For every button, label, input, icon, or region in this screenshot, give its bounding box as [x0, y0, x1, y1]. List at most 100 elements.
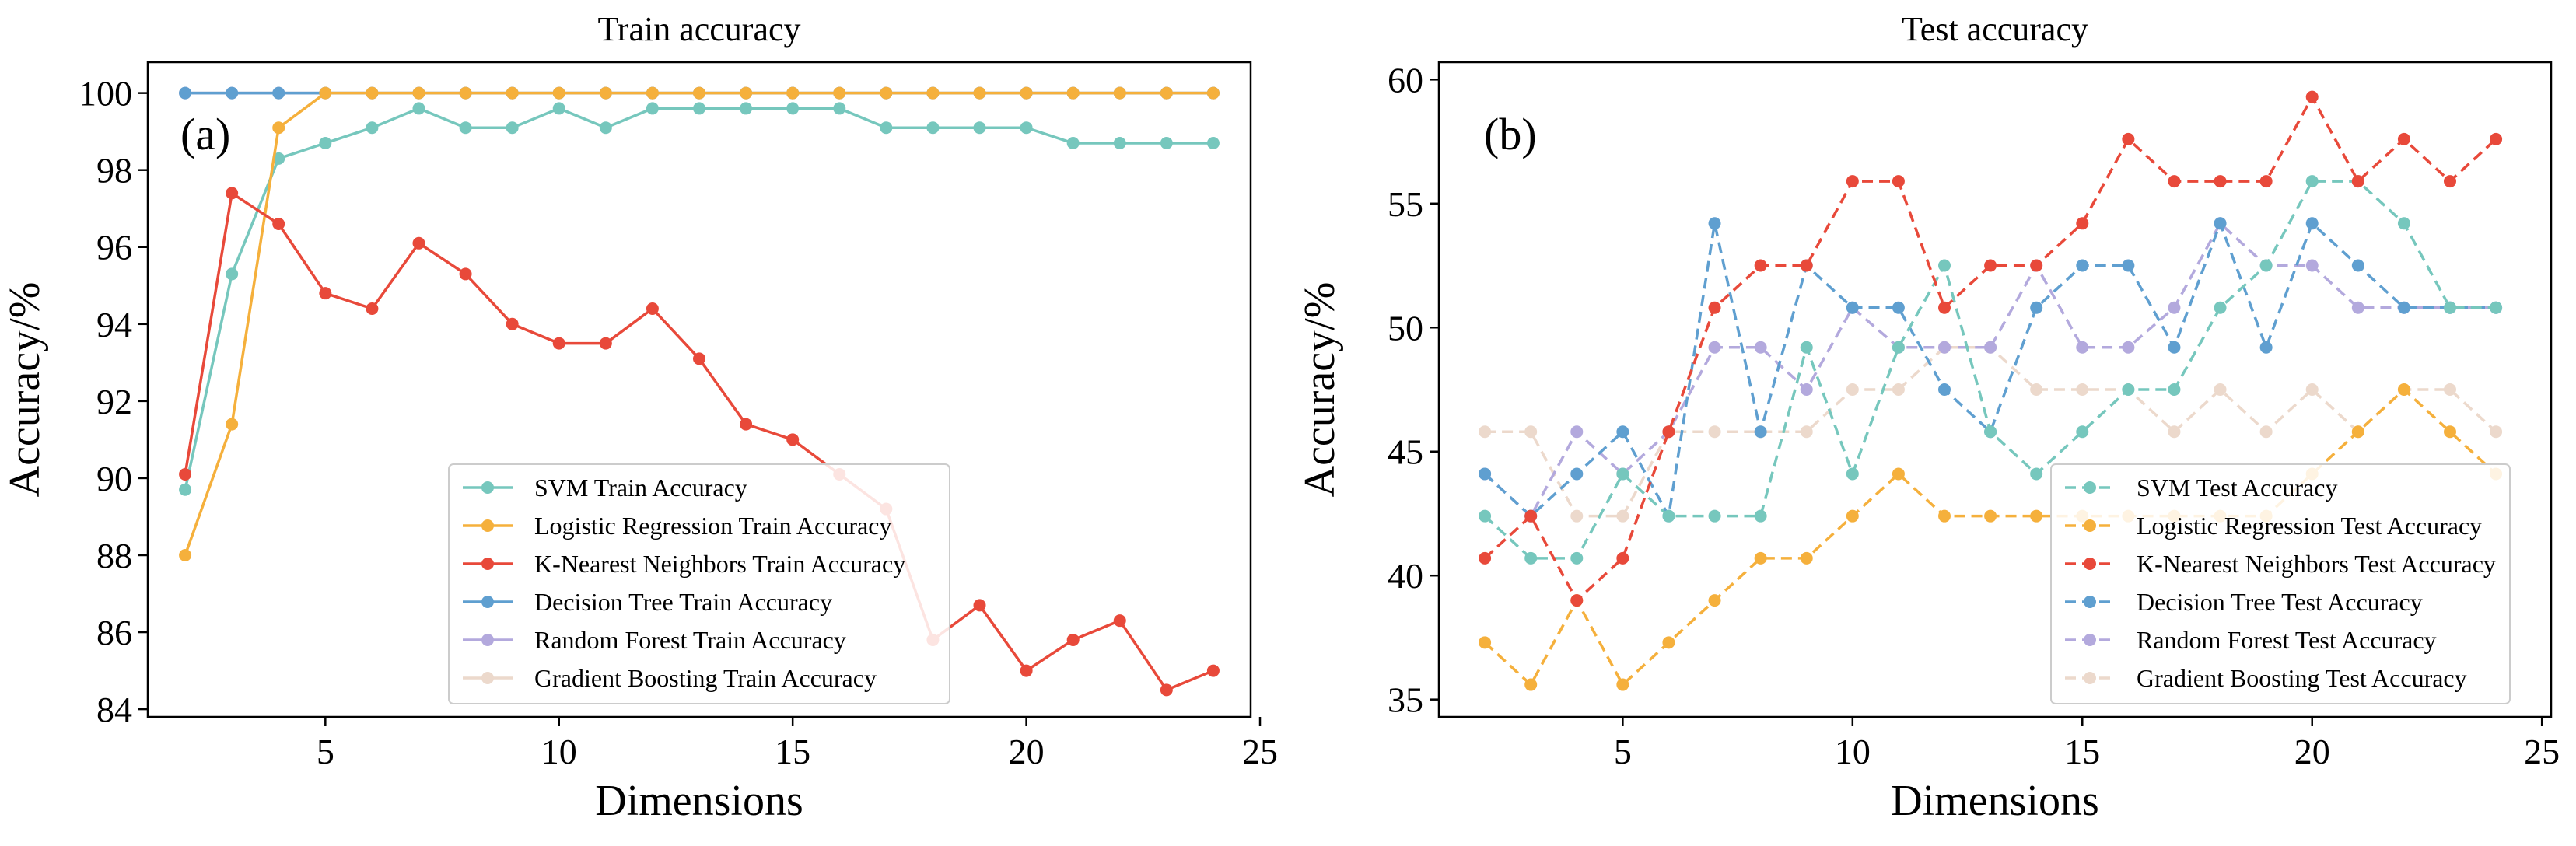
data-point — [1479, 551, 1492, 565]
data-point — [1846, 509, 1859, 523]
legend-label: K-Nearest Neighbors Train Accuracy — [534, 550, 905, 578]
data-point — [2305, 259, 2319, 272]
legend-label: Random Forest Train Accuracy — [534, 626, 846, 654]
data-point — [1616, 467, 1629, 481]
data-point — [2444, 425, 2456, 439]
data-point — [973, 121, 986, 135]
legend-marker — [2084, 596, 2096, 608]
data-point — [2351, 425, 2364, 439]
y-tick-label: 84 — [96, 690, 132, 729]
data-point — [1206, 137, 1220, 150]
data-point — [2168, 341, 2181, 354]
data-point — [1892, 341, 1905, 354]
data-point — [1708, 217, 1721, 230]
y-tick-label: 88 — [96, 536, 132, 575]
data-point — [786, 86, 800, 100]
data-point — [1708, 301, 1721, 314]
legend-marker — [2084, 672, 2096, 684]
data-point — [2030, 301, 2043, 314]
legend-frame — [448, 463, 950, 704]
data-point — [2444, 301, 2456, 314]
data-point — [1754, 425, 1767, 439]
legend-marker — [481, 558, 494, 570]
panel-label: (b) — [1484, 109, 1537, 159]
legend-marker — [481, 634, 494, 646]
legend-marker — [481, 596, 494, 608]
data-point — [1754, 509, 1767, 523]
legend-item: Gradient Boosting Test Accuracy — [2065, 664, 2467, 692]
data-point — [1570, 509, 1584, 523]
legend-label: Decision Tree Train Accuracy — [534, 588, 832, 616]
y-tick-label: 94 — [96, 305, 132, 344]
data-point — [272, 121, 285, 135]
data-point — [1479, 509, 1492, 523]
y-tick-label: 55 — [1388, 184, 1423, 224]
data-point — [2030, 383, 2043, 396]
data-point — [412, 86, 425, 100]
data-point — [2397, 132, 2410, 145]
legend-item: K-Nearest Neighbors Test Accuracy — [2065, 550, 2496, 578]
data-point — [2076, 259, 2089, 272]
data-point — [319, 86, 332, 100]
data-point — [1524, 509, 1538, 523]
data-point — [2259, 259, 2273, 272]
data-point — [693, 102, 705, 115]
data-point — [1066, 86, 1080, 100]
data-point — [2351, 259, 2364, 272]
data-point — [833, 86, 846, 100]
data-point — [1892, 467, 1905, 481]
data-point — [2305, 217, 2319, 230]
data-point — [1570, 467, 1584, 481]
data-point — [2259, 175, 2273, 188]
data-point — [319, 137, 332, 150]
legend-item: SVM Train Accuracy — [463, 474, 747, 502]
legend-marker — [481, 481, 494, 494]
series-1 — [179, 86, 1220, 561]
series-line — [1483, 221, 2497, 519]
legend-label: Gradient Boosting Test Accuracy — [2137, 664, 2467, 692]
legend-marker — [2084, 481, 2096, 494]
data-point — [1938, 259, 1951, 272]
legend-label: Logistic Regression Train Accuracy — [534, 512, 891, 540]
data-point — [226, 418, 239, 431]
panel-label: (a) — [180, 109, 230, 159]
y-axis-label: Accuracy/% — [1, 282, 49, 498]
data-point — [1938, 341, 1951, 354]
data-point — [880, 121, 893, 135]
data-point — [506, 317, 519, 330]
data-point — [926, 121, 940, 135]
x-tick-label: 5 — [1614, 732, 1632, 771]
data-point — [1616, 678, 1629, 691]
legend-label: Decision Tree Test Accuracy — [2137, 588, 2423, 616]
x-tick-label: 15 — [2064, 732, 2100, 771]
data-point — [1113, 86, 1126, 100]
data-point — [1113, 137, 1126, 150]
chart-title: Train accuracy — [597, 10, 800, 48]
data-point — [2122, 341, 2135, 354]
data-point — [2214, 217, 2227, 230]
data-point — [2122, 132, 2135, 145]
data-point — [1800, 425, 1813, 439]
data-point — [740, 86, 753, 100]
data-point — [1800, 341, 1813, 354]
y-tick-label: 100 — [79, 74, 132, 114]
legend-marker — [481, 672, 494, 684]
data-point — [1160, 683, 1173, 697]
data-point — [1984, 509, 1997, 523]
data-point — [1892, 301, 1905, 314]
data-point — [1113, 614, 1126, 628]
legend-label: K-Nearest Neighbors Test Accuracy — [2137, 550, 2496, 578]
data-point — [459, 267, 472, 281]
x-tick-label: 15 — [775, 732, 810, 771]
data-point — [973, 599, 986, 612]
y-tick-label: 60 — [1388, 60, 1423, 100]
data-point — [1846, 467, 1859, 481]
data-point — [880, 86, 893, 100]
data-point — [1570, 594, 1584, 607]
data-point — [2076, 425, 2089, 439]
data-point — [2168, 383, 2181, 396]
legend-item: Random Forest Test Accuracy — [2065, 626, 2437, 654]
data-point — [2444, 175, 2456, 188]
data-point — [1800, 383, 1813, 396]
data-point — [319, 287, 332, 300]
